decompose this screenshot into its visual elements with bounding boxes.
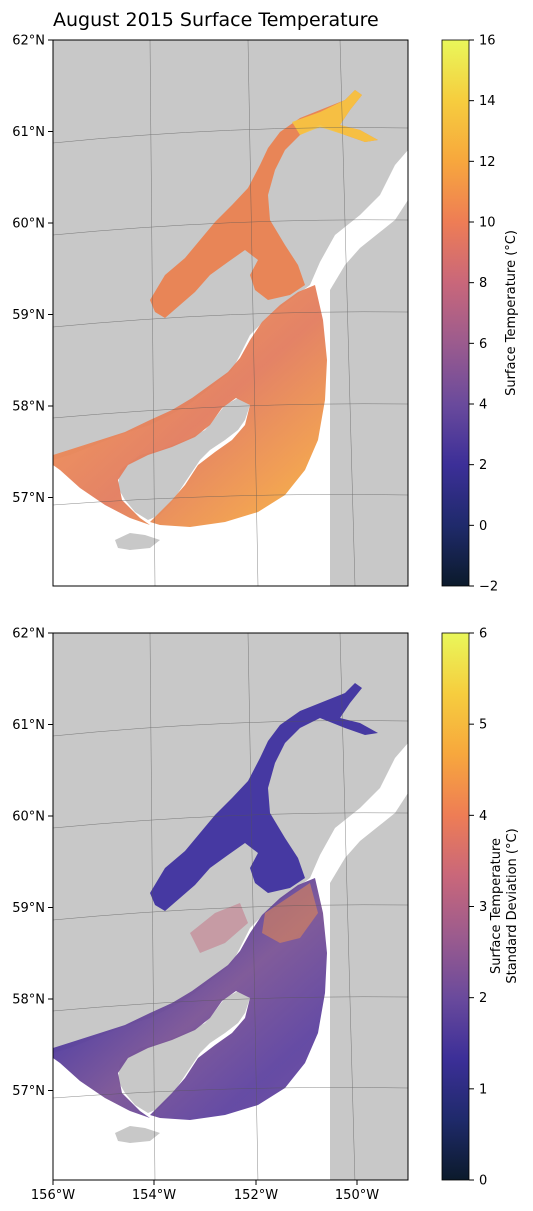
- colorbar-tick-label: 6: [479, 627, 487, 642]
- map-panel-mean: 62°N 61°N 60°N 59°N 58°N 57°N: [12, 34, 409, 587]
- lat-tick-label: 58°N: [12, 993, 45, 1008]
- colorbar-std: 6 5 4 3 2 1 0 Surface Temperature Standard Devi…: [441, 627, 520, 1189]
- land-trinity-islands: [115, 1126, 160, 1143]
- lat-axis: 62°N 61°N 60°N 59°N 58°N 57°N: [12, 627, 53, 1099]
- colorbar-mean: 16 14 12 10 8 6 4 2 0 −2 Surface Temperature (°C): [441, 34, 519, 595]
- colorbar-tick-label: 4: [479, 398, 487, 413]
- map-panel-std: 62°N 61°N 60°N 59°N 58°N 57°N 156°W 154°W 152°W…: [12, 627, 409, 1203]
- lat-tick-label: 59°N: [12, 308, 45, 323]
- lat-tick-label: 61°N: [12, 125, 45, 140]
- lat-tick-label: 57°N: [12, 1084, 45, 1099]
- colorbar-tick-label: 4: [479, 809, 487, 824]
- temperature-field: [53, 285, 327, 527]
- colorbar-tick-label: −2: [479, 580, 498, 595]
- colorbar-tick-label: 1: [479, 1082, 487, 1097]
- lat-tick-label: 58°N: [12, 400, 45, 415]
- lon-tick-label: 150°W: [335, 1188, 379, 1203]
- colorbar-tick-label: 14: [479, 94, 496, 109]
- colorbar-mean-ticks: 16 14 12 10 8 6 4 2 0 −2: [469, 34, 498, 595]
- colorbar-std-label-line: Standard Deviation (°C): [505, 828, 520, 983]
- colorbar-tick-label: 0: [479, 519, 487, 534]
- colorbar-std-label-line: Surface Temperature: [489, 838, 504, 974]
- graticule: [53, 40, 408, 586]
- temperature-field-upper-inlet: [292, 90, 378, 142]
- graticule: [53, 633, 408, 1180]
- std-field-cook-inlet: [150, 683, 378, 911]
- land-kenai-east: [330, 793, 408, 1180]
- std-field: [53, 878, 327, 1120]
- colorbar-tick-label: 16: [479, 34, 496, 49]
- colorbar-tick-label: 5: [479, 718, 487, 733]
- colorbar-tick-label: 6: [479, 337, 487, 352]
- colorbar-mean-bar: [441, 39, 470, 587]
- lat-tick-label: 57°N: [12, 491, 45, 506]
- colorbar-tick-label: 2: [479, 991, 487, 1006]
- colorbar-mean-label: Surface Temperature (°C): [504, 230, 519, 396]
- land-trinity-islands: [115, 533, 160, 550]
- colorbar-tick-label: 10: [479, 216, 496, 231]
- lat-tick-label: 62°N: [12, 34, 45, 49]
- land-kodiak-island: [118, 991, 250, 1113]
- lat-tick-label: 61°N: [12, 718, 45, 733]
- land-kenai-east: [330, 200, 408, 586]
- lon-tick-label: 156°W: [31, 1188, 75, 1203]
- std-field-highlight: [262, 883, 318, 943]
- colorbar-std-label: Surface Temperature Standard Deviation (°…: [489, 828, 520, 983]
- lon-tick-label: 152°W: [234, 1188, 278, 1203]
- colorbar-std-ticks: 6 5 4 3 2 1 0: [469, 627, 487, 1189]
- land-kodiak-island: [118, 398, 250, 520]
- colorbar-tick-label: 2: [479, 458, 487, 473]
- colorbar-tick-label: 8: [479, 276, 487, 291]
- std-field-channel: [190, 903, 248, 953]
- lat-tick-label: 60°N: [12, 810, 45, 825]
- lat-tick-label: 59°N: [12, 901, 45, 916]
- map-frame: [52, 39, 409, 587]
- colorbar-tick-label: 12: [479, 155, 496, 170]
- map-frame: [52, 632, 409, 1181]
- lon-axis: 156°W 154°W 152°W 150°W: [31, 1180, 379, 1203]
- lat-tick-label: 62°N: [12, 627, 45, 642]
- lon-tick-label: 154°W: [132, 1188, 176, 1203]
- colorbar-tick-label: 0: [479, 1174, 487, 1189]
- figure-title: August 2015 Surface Temperature: [53, 9, 379, 31]
- colorbar-tick-label: 3: [479, 900, 487, 915]
- colorbar-std-bar: [441, 632, 470, 1181]
- temperature-field-cook-inlet: [150, 90, 378, 318]
- lat-axis: 62°N 61°N 60°N 59°N 58°N 57°N: [12, 34, 53, 506]
- lat-tick-label: 60°N: [12, 217, 45, 232]
